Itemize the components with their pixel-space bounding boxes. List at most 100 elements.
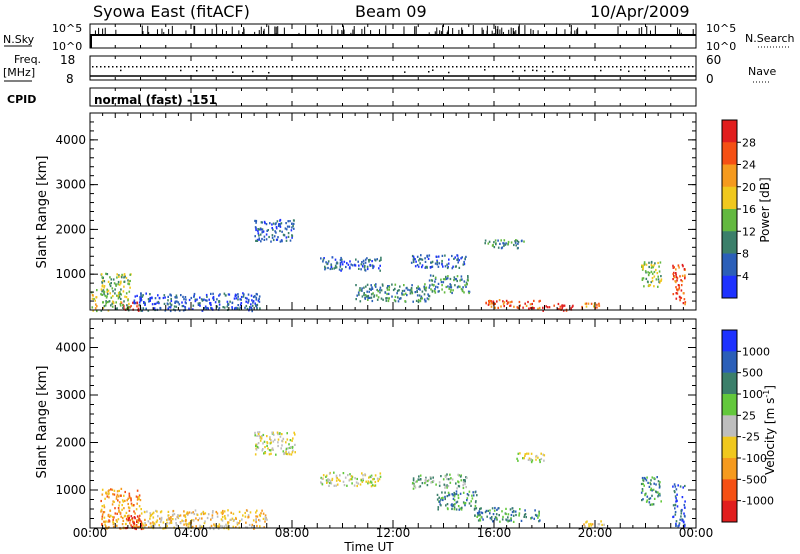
heatmap-cell [657, 278, 660, 281]
heatmap-cell [500, 305, 502, 308]
heatmap-cell [291, 451, 294, 454]
heatmap-cell [262, 517, 265, 520]
heatmap-cell [517, 241, 520, 244]
heatmap-cell [368, 260, 370, 263]
heatmap-cell [119, 303, 122, 306]
heatmap-cell [107, 493, 110, 496]
heatmap-cell [641, 265, 643, 268]
nave-dot [244, 66, 246, 68]
nave-dot [664, 66, 666, 68]
heatmap-cell [149, 512, 151, 515]
heatmap-cell [655, 483, 657, 486]
heatmap-cell [503, 242, 505, 245]
heatmap-cell [100, 499, 102, 503]
heatmap-cell [510, 513, 513, 517]
heatmap-cell [114, 292, 116, 295]
heatmap-cell [660, 275, 662, 278]
heatmap-cell [330, 482, 333, 485]
heatmap-cell [357, 260, 359, 263]
heatmap-cell [585, 302, 588, 305]
nsearch-tick-top: 10^5 [706, 22, 736, 35]
heatmap-cell [370, 284, 372, 287]
heatmap-cell [427, 298, 430, 301]
heatmap-cell [382, 298, 384, 301]
heatmap-cell [228, 293, 231, 296]
heatmap-cell [340, 256, 342, 260]
heatmap-cell [412, 300, 414, 303]
heatmap-cell [263, 220, 266, 223]
heatmap-cell [377, 290, 379, 293]
heatmap-cell [435, 483, 437, 486]
nave-dot [284, 66, 286, 68]
heatmap-cell [271, 223, 273, 226]
heatmap-cell [114, 512, 117, 515]
heatmap-cell [675, 268, 677, 271]
nave-dot [564, 69, 566, 71]
heatmap-cell [341, 268, 343, 271]
heatmap-cell [336, 477, 338, 480]
heatmap-cell [232, 525, 235, 528]
heatmap-cell [213, 298, 215, 301]
heatmap-cell [493, 241, 495, 244]
colorbar-swatch [722, 372, 737, 395]
heatmap-cell [414, 486, 417, 489]
heatmap-cell [674, 495, 677, 498]
heatmap-cell [201, 517, 203, 520]
heatmap-cell [237, 298, 239, 301]
heatmap-cell [684, 500, 686, 503]
heatmap-cell [128, 506, 131, 509]
heatmap-cell [256, 434, 258, 437]
heatmap-cell [362, 259, 365, 262]
nave-dot [604, 66, 606, 68]
heatmap-cell [122, 306, 124, 309]
heatmap-cell [489, 512, 491, 515]
heatmap-cell [221, 515, 224, 519]
heatmap-cell [502, 300, 504, 303]
colorbar-tick-label: 4 [742, 270, 749, 283]
heatmap-cell [141, 522, 144, 525]
heatmap-cell [371, 287, 374, 290]
colorbar-swatch [722, 164, 737, 188]
heatmap-cell [649, 497, 652, 500]
heatmap-cell [448, 287, 450, 290]
heatmap-cell [145, 523, 147, 527]
heatmap-cell [373, 295, 375, 298]
heatmap-cell [446, 263, 448, 266]
nave-dot [644, 66, 646, 68]
heatmap-cell [583, 525, 586, 528]
heatmap-cell [676, 288, 678, 291]
heatmap-cell [644, 477, 647, 480]
heatmap-cell [431, 260, 434, 263]
heatmap-cell [421, 290, 424, 293]
heatmap-cell [269, 449, 272, 452]
heatmap-cell [112, 525, 115, 529]
heatmap-cell [116, 524, 118, 527]
heatmap-cell [329, 267, 332, 271]
heatmap-cell [258, 513, 261, 516]
heatmap-cell [101, 276, 103, 279]
heatmap-cell [264, 518, 267, 521]
nave-dot [92, 66, 94, 68]
heatmap-cell [269, 436, 271, 439]
heatmap-cell [115, 495, 118, 498]
heatmap-cell [259, 519, 261, 522]
heatmap-cell [680, 279, 682, 282]
heatmap-cell [647, 274, 650, 277]
colorbar-tick-label: 28 [742, 136, 756, 149]
heatmap-cell [517, 459, 519, 462]
heatmap-cell [223, 525, 226, 528]
heatmap-cell [517, 452, 520, 455]
heatmap-cell [211, 307, 213, 310]
heatmap-cell [675, 497, 677, 500]
heatmap-cell [168, 517, 170, 520]
heatmap-cell [175, 294, 178, 297]
heatmap-cell [491, 302, 493, 305]
heatmap-cell [674, 485, 677, 488]
nsky-tick-bottom: 10^0 [52, 40, 82, 53]
heatmap-cell [651, 277, 654, 280]
heatmap-cell [415, 260, 417, 263]
heatmap-cell [231, 517, 234, 520]
heatmap-cell [643, 285, 645, 288]
heatmap-cell [488, 299, 491, 302]
heatmap-cell [142, 294, 144, 297]
